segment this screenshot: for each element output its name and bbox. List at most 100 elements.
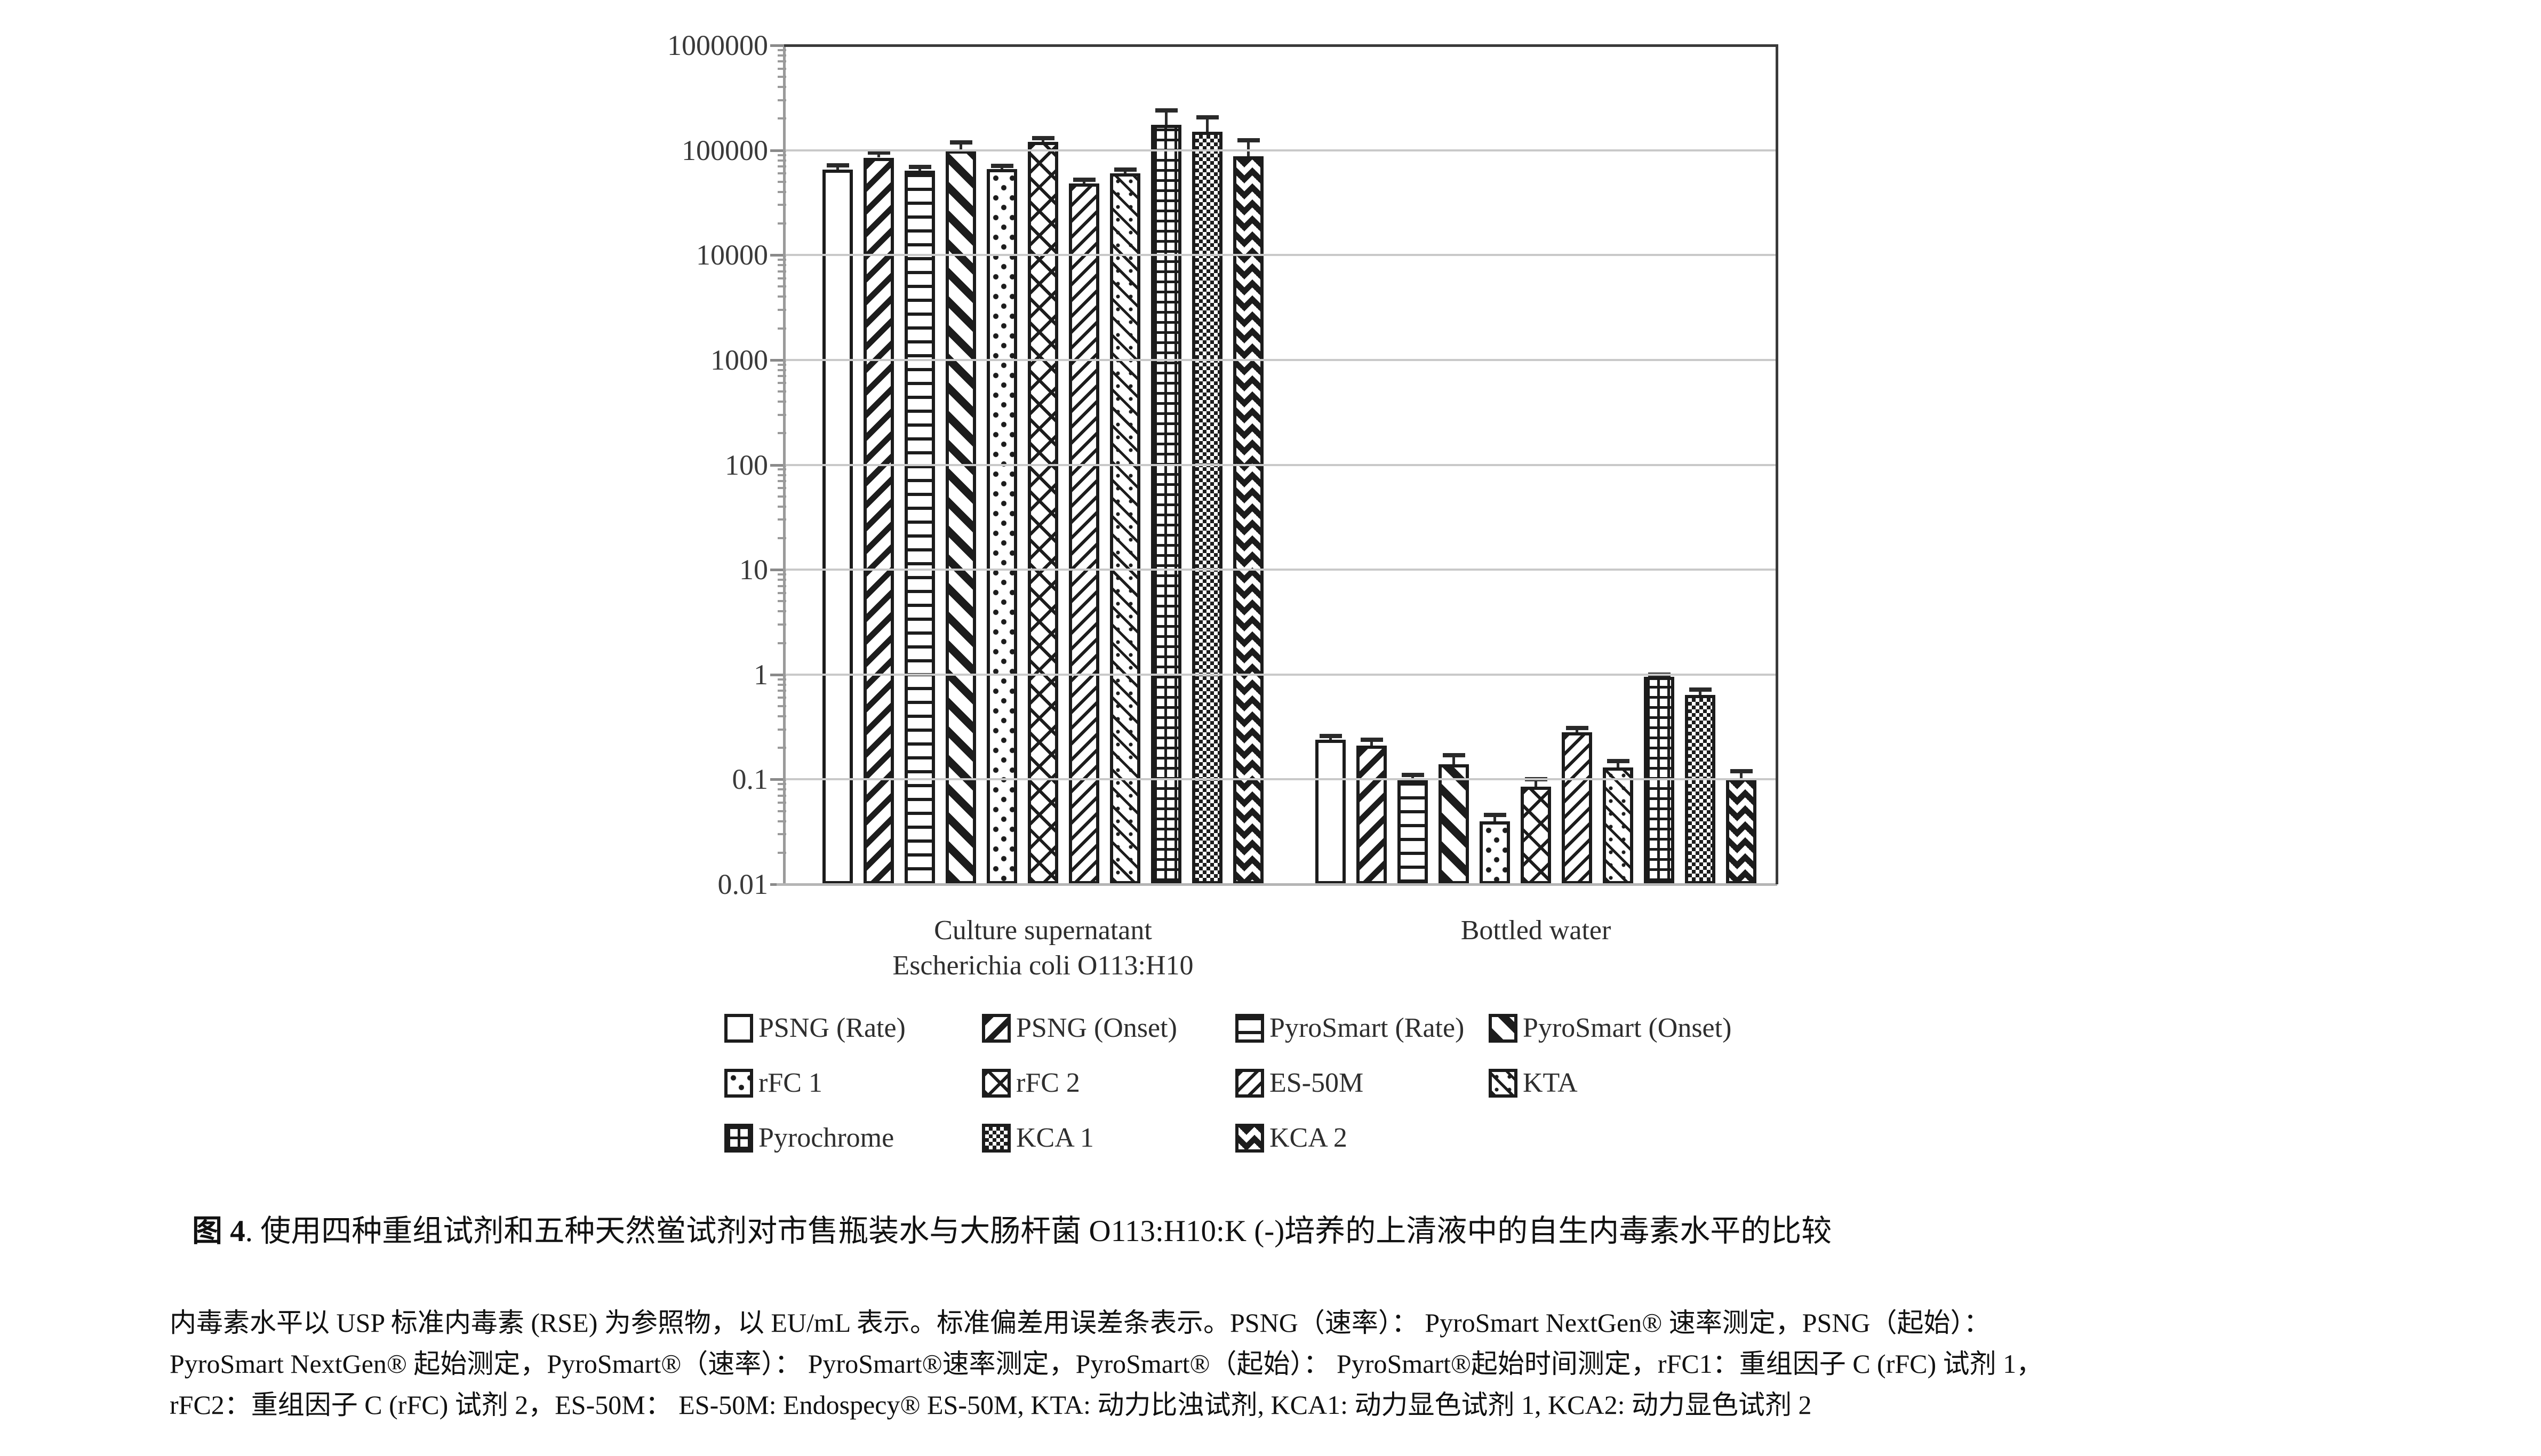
grid-crosshatch-swatch-icon bbox=[724, 1123, 753, 1153]
error-stem-kca-1-group1 bbox=[1206, 117, 1209, 132]
legend-label: KTA bbox=[1523, 1068, 1578, 1098]
y-tick-major bbox=[770, 778, 786, 781]
y-tick-minor bbox=[778, 165, 786, 168]
y-tick-minor bbox=[778, 67, 786, 70]
figure-caption: 图 4. 使用四种重组试剂和五种天然鲎试剂对市售瓶装水与大肠杆菌 O113:H1… bbox=[192, 1206, 1832, 1250]
y-tick-minor bbox=[778, 327, 786, 330]
y-tick-major bbox=[770, 358, 786, 362]
legend-row: rFC 1 rFC 2 ES-50M KTA bbox=[724, 1067, 1734, 1099]
figure-notes: 内毒素水平以 USP 标准内毒素 (RSE) 为参照物，以 EU/mL 表示。标… bbox=[170, 1302, 2372, 1426]
y-tick-minor bbox=[778, 623, 786, 626]
error-stem-rfc-2-group2 bbox=[1535, 779, 1537, 787]
error-cap-kca-2-group1 bbox=[1237, 138, 1260, 142]
bar-pyrosmart-rate-group2 bbox=[1397, 779, 1428, 884]
thin-diagonal-stripes-swatch-icon bbox=[1235, 1068, 1264, 1098]
bar-rfc-1-group1 bbox=[987, 169, 1017, 884]
y-tick-minor bbox=[778, 678, 786, 681]
gridline-1 bbox=[784, 673, 1777, 676]
y-tick-minor bbox=[778, 820, 786, 822]
y-axis-line bbox=[783, 45, 786, 884]
y-tick-minor bbox=[778, 610, 786, 613]
diagonal-dash-dot-swatch-icon bbox=[1489, 1068, 1517, 1098]
dots-swatch-icon bbox=[724, 1068, 753, 1098]
y-tick-minor bbox=[778, 479, 786, 482]
error-stem-kca-1-group2 bbox=[1699, 689, 1701, 695]
bar-kca-2-group1 bbox=[1233, 156, 1264, 884]
y-tick-minor bbox=[778, 285, 786, 288]
y-tick-minor bbox=[778, 190, 786, 193]
y-tick-minor bbox=[778, 573, 786, 576]
bar-pyrosmart-rate-group1 bbox=[905, 170, 935, 884]
y-tick-minor bbox=[778, 363, 786, 366]
y-tick-minor bbox=[778, 154, 786, 156]
y-tick-minor bbox=[778, 277, 786, 279]
y-tick-label-10000: 10000 bbox=[696, 239, 768, 271]
legend-label: KCA 1 bbox=[1016, 1123, 1094, 1153]
legend-label: rFC 1 bbox=[758, 1068, 822, 1098]
y-tick-minor bbox=[778, 60, 786, 63]
legend-label: KCA 2 bbox=[1269, 1123, 1347, 1153]
y-tick-minor bbox=[778, 99, 786, 101]
error-cap-es-50m-group1 bbox=[1073, 178, 1096, 182]
y-tick-label-100000: 100000 bbox=[682, 134, 768, 166]
solid-white-swatch-icon bbox=[724, 1013, 753, 1043]
error-cap-kta-group1 bbox=[1114, 167, 1137, 172]
bar-kca-1-group2 bbox=[1685, 694, 1715, 884]
bar-rfc-2-group2 bbox=[1521, 787, 1551, 884]
legend-item-rfc-1: rFC 1 bbox=[724, 1067, 982, 1099]
error-stem-rfc-1-group2 bbox=[1493, 814, 1496, 821]
error-cap-pyrosmart-onset-group2 bbox=[1442, 753, 1465, 758]
gridline-100000 bbox=[784, 149, 1777, 151]
error-stem-pyrosmart-onset-group1 bbox=[960, 142, 962, 150]
bar-rfc-1-group2 bbox=[1480, 821, 1510, 884]
y-tick-label-1: 1 bbox=[754, 658, 768, 691]
y-tick-minor bbox=[778, 468, 786, 471]
legend-row: PSNG (Rate) PSNG (Onset) PyroSmart (Rate) P… bbox=[724, 1012, 1734, 1044]
y-tick-minor bbox=[778, 382, 786, 385]
bar-psng-onset-group1 bbox=[864, 157, 894, 884]
group-label-line: Bottled water bbox=[1460, 915, 1611, 946]
bar-kca-2-group2 bbox=[1726, 778, 1756, 884]
legend-label: PSNG (Onset) bbox=[1016, 1013, 1177, 1043]
y-tick-minor bbox=[778, 690, 786, 692]
y-tick-minor bbox=[778, 86, 786, 89]
gridline-100 bbox=[784, 463, 1777, 466]
y-tick-minor bbox=[778, 413, 786, 416]
y-tick-minor bbox=[778, 259, 786, 261]
y-tick-minor bbox=[778, 432, 786, 435]
legend-item-pyrochrome: Pyrochrome bbox=[724, 1122, 982, 1154]
y-tick-minor bbox=[778, 172, 786, 175]
plot-border-right bbox=[1776, 44, 1778, 884]
figure-caption-text: . 使用四种重组试剂和五种天然鲎试剂对市售瓶装水与大肠杆菌 O113:H10:K… bbox=[245, 1214, 1832, 1248]
y-tick-major bbox=[770, 463, 786, 467]
y-tick-minor bbox=[778, 505, 786, 508]
error-cap-es-50m-group2 bbox=[1565, 725, 1588, 730]
y-tick-minor bbox=[778, 49, 786, 51]
y-tick-label-0.01: 0.01 bbox=[717, 868, 769, 900]
y-tick-minor bbox=[778, 204, 786, 206]
error-cap-kta-group2 bbox=[1607, 758, 1629, 763]
y-tick-major bbox=[770, 569, 786, 572]
y-tick-minor bbox=[778, 54, 786, 57]
y-tick-minor bbox=[778, 369, 786, 371]
y-tick-major bbox=[770, 149, 786, 152]
y-tick-minor bbox=[778, 76, 786, 78]
y-tick-minor bbox=[778, 788, 786, 791]
error-cap-psng-onset-group1 bbox=[867, 150, 890, 155]
bar-es-50m-group1 bbox=[1069, 183, 1099, 884]
chart-legend: PSNG (Rate) PSNG (Onset) PyroSmart (Rate) P… bbox=[724, 1012, 1734, 1177]
bar-psng-rate-group1 bbox=[822, 170, 853, 884]
zigzag-swatch-icon bbox=[1235, 1123, 1264, 1153]
error-stem-psng-rate-group1 bbox=[836, 165, 839, 170]
y-tick-minor bbox=[778, 309, 786, 311]
group-label-line: Culture supernatant bbox=[934, 915, 1152, 946]
error-cap-pyrosmart-rate-group1 bbox=[908, 165, 931, 170]
y-tick-major bbox=[770, 673, 786, 676]
legend-label: PyroSmart (Onset) bbox=[1523, 1013, 1732, 1043]
bar-pyrochrome-group2 bbox=[1644, 677, 1674, 884]
diagonal-stripes-swatch-icon bbox=[982, 1013, 1011, 1043]
bar-pyrochrome-group1 bbox=[1151, 124, 1181, 884]
error-stem-pyrochrome-group1 bbox=[1165, 110, 1168, 125]
bar-psng-onset-group2 bbox=[1356, 746, 1387, 884]
legend-label: PyroSmart (Rate) bbox=[1269, 1013, 1465, 1043]
